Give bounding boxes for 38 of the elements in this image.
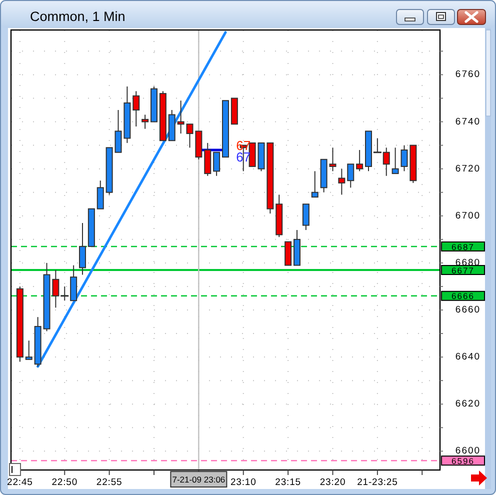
- candlestick: [204, 142, 212, 176]
- chart-title: Common, 1 Min: [30, 9, 126, 24]
- candlestick: [96, 180, 104, 210]
- y-tick-label: 6720: [455, 163, 481, 174]
- y-tick-label: 6640: [455, 352, 481, 363]
- candlestick: [356, 150, 364, 172]
- candlestick: [338, 168, 346, 196]
- candlestick: [302, 204, 310, 230]
- x-tick-label: 23:20: [320, 477, 346, 488]
- y-tick-label: 6600: [455, 446, 481, 457]
- candlestick: [25, 340, 32, 360]
- ref-line-label: 6666: [452, 291, 474, 302]
- candlestick: [284, 241, 292, 266]
- candlestick: [248, 142, 256, 167]
- x-tick-label: 23:10: [230, 477, 256, 488]
- candlestick: [132, 90, 140, 127]
- candlestick: [213, 152, 220, 176]
- y-tick-label: 6660: [455, 304, 481, 316]
- y-tick-label: 6620: [455, 398, 481, 410]
- ref-line-label: 6596: [452, 456, 474, 466]
- ref-line-label: 6687: [452, 242, 474, 252]
- candlestick: [79, 222, 86, 276]
- x-tick-label: 22:55: [96, 477, 122, 488]
- x-tick-label: 23:15: [275, 477, 301, 488]
- y-tick-label: 6760: [455, 69, 481, 80]
- candlestick: [311, 170, 318, 198]
- candlestick: [347, 164, 354, 188]
- candlestick: [329, 147, 336, 172]
- x-tick-label: 21-23:25: [357, 477, 398, 488]
- candlestick: [392, 147, 399, 174]
- candlestick: [177, 100, 184, 134]
- ref-line-label: 7-21-09 23:06: [172, 474, 226, 484]
- candlestick: [142, 114, 149, 130]
- y-tick-label: 6740: [455, 116, 481, 128]
- x-tick-label: 22:45: [7, 477, 33, 488]
- y-tick-label: 6700: [455, 210, 481, 222]
- x-tick-label: 22:50: [52, 477, 78, 488]
- ref-line-label: 6677: [452, 265, 474, 276]
